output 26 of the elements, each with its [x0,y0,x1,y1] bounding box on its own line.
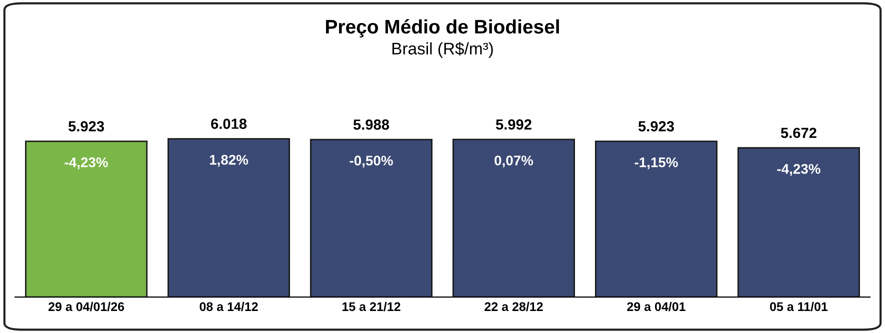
x-tick-label: 15 a 21/12 [342,302,400,312]
x-tick-label: 29 a 04/01/26 [48,302,124,312]
bar [25,140,148,298]
annotation: -1,15% [634,157,678,170]
chart-title: Preço Médio de Biodiesel [326,19,559,38]
annotation: -4,23% [64,157,108,170]
data-label: 5.923 [638,121,674,132]
bar [452,138,575,298]
data-label: 5.923 [68,121,104,132]
data-label: 6.018 [211,118,247,129]
data-label: 5.672 [780,128,816,138]
bar [168,138,290,298]
bar [310,138,433,298]
annotation: 1,82% [210,154,248,167]
x-tick-label: 22 a 28/12 [484,302,543,312]
data-label: 5.988 [353,119,390,130]
annotation: -0,50% [350,156,393,168]
annotation: -4,23% [777,164,820,176]
data-label: 5.992 [496,119,532,130]
chart-subtitle: Brasil (R$/m³) [392,42,493,58]
x-tick-label: 05 a 11/01 [770,302,828,312]
x-tick-label: 08 a 14/12 [200,302,258,312]
bar [594,140,718,298]
x-tick-label: 29 a 04/01 [627,302,686,312]
annotation: 0,07% [494,156,534,168]
bar [737,147,860,298]
